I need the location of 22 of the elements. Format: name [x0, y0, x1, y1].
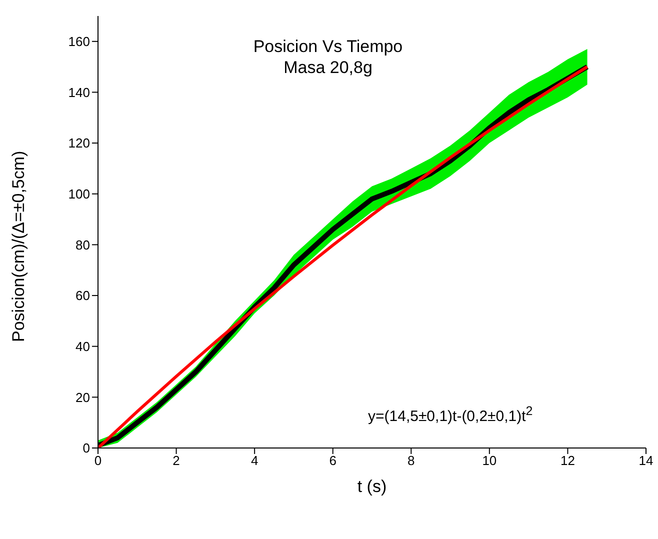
- x-tick-label: 2: [172, 453, 180, 468]
- x-tick-label: 12: [560, 453, 575, 468]
- text: Posicion Vs Tiempo: [252, 36, 404, 57]
- y-tick-label: 120: [68, 136, 90, 151]
- x-tick-label: 8: [408, 453, 415, 468]
- text: Masa 20,8g: [282, 57, 374, 78]
- x-tick-label: 14: [638, 453, 654, 468]
- y-axis-title: Posicion(cm)/(Δ=±0,5cm): [9, 150, 28, 342]
- y-tick-label: 140: [68, 84, 90, 100]
- y-tick-label: 40: [76, 338, 90, 354]
- x-axis-title: t (s): [357, 477, 387, 496]
- y-tick-label: 60: [76, 288, 90, 304]
- x-tick-label: 4: [250, 453, 258, 468]
- y-tick-label: 0: [82, 440, 90, 456]
- y-tick-label: 80: [76, 237, 90, 252]
- annotation: y=(14,5±0,1)t-(0,2±0,1)t$^{2}$: [368, 404, 533, 425]
- x-tick-label: 0: [94, 453, 102, 468]
- y-tick-label: 160: [68, 34, 90, 50]
- y-tick-label: 20: [76, 390, 90, 405]
- x-tick-label: 10: [482, 453, 497, 468]
- y-tick-label: 100: [68, 186, 90, 202]
- x-tick-label: 6: [329, 453, 336, 468]
